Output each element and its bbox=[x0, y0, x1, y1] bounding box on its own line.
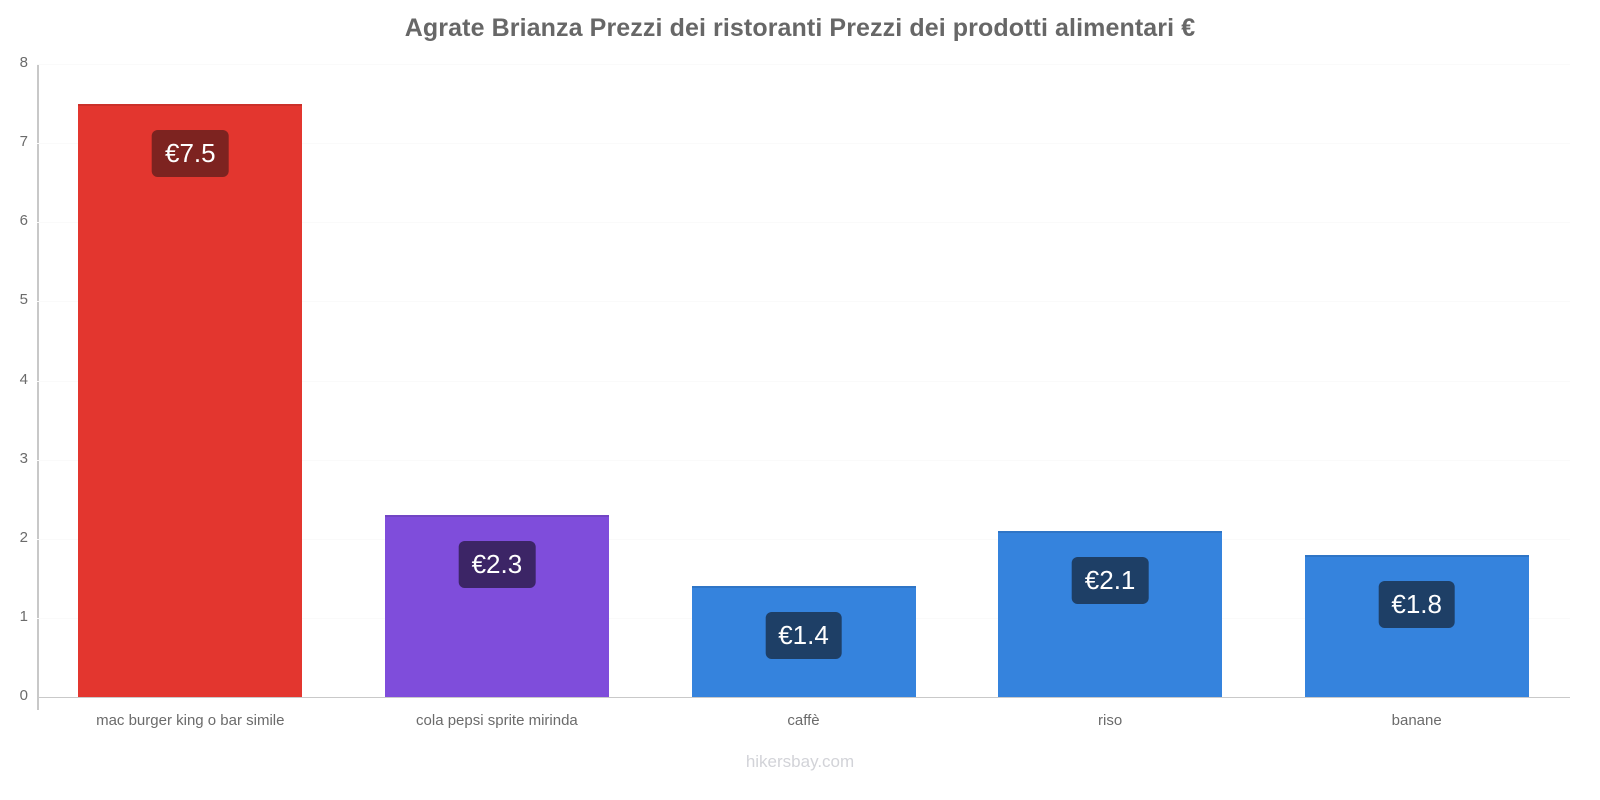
gridline bbox=[37, 538, 1570, 540]
y-axis-tick-label: 7 bbox=[19, 133, 28, 151]
bar[interactable]: €2.3 bbox=[384, 515, 609, 697]
y-axis-tick-label: 1 bbox=[19, 607, 28, 625]
x-axis-category-label: caffè bbox=[787, 712, 820, 729]
bar[interactable]: €1.4 bbox=[691, 586, 916, 697]
bar-value-label: €2.3 bbox=[458, 541, 536, 589]
chart-title: Agrate Brianza Prezzi dei ristoranti Pre… bbox=[404, 14, 1196, 42]
bar[interactable]: €1.8 bbox=[1304, 554, 1529, 697]
x-axis-category-label: mac burger king o bar simile bbox=[96, 712, 285, 729]
gridline bbox=[37, 459, 1570, 461]
y-axis-tick-label: 5 bbox=[19, 291, 28, 309]
bar-value-label: €1.8 bbox=[1378, 580, 1455, 628]
plot-area: €7.5 €2.3 €1.4 €2.1 €1.8 bbox=[37, 64, 1570, 698]
y-axis-tick-label: 4 bbox=[19, 370, 28, 388]
x-axis-category-label: riso bbox=[1098, 712, 1123, 729]
gridline bbox=[37, 697, 1570, 698]
y-axis-tick-label: 3 bbox=[19, 449, 28, 467]
y-axis-line bbox=[37, 64, 39, 710]
gridline bbox=[37, 222, 1570, 224]
gridline bbox=[37, 301, 1570, 303]
y-axis-tick-label: 8 bbox=[19, 54, 28, 71]
x-axis-category-label: cola pepsi sprite mirinda bbox=[416, 712, 578, 729]
gridline bbox=[37, 143, 1570, 145]
y-axis-tick-label: 0 bbox=[19, 687, 28, 704]
x-axis-category-label: banane bbox=[1391, 712, 1442, 729]
bar-value-label: €2.1 bbox=[1071, 556, 1149, 604]
bar-value-label: €7.5 bbox=[151, 129, 229, 177]
y-axis-tick-label: 6 bbox=[19, 212, 28, 230]
y-axis-tick-label: 2 bbox=[19, 528, 28, 546]
bar-value-label: €1.4 bbox=[765, 612, 842, 660]
bar[interactable]: €7.5 bbox=[78, 103, 303, 697]
bar[interactable]: €2.1 bbox=[998, 530, 1223, 697]
gridline bbox=[37, 380, 1570, 382]
footer-credit: hikersbay.com bbox=[745, 752, 855, 771]
gridline bbox=[37, 64, 1570, 65]
